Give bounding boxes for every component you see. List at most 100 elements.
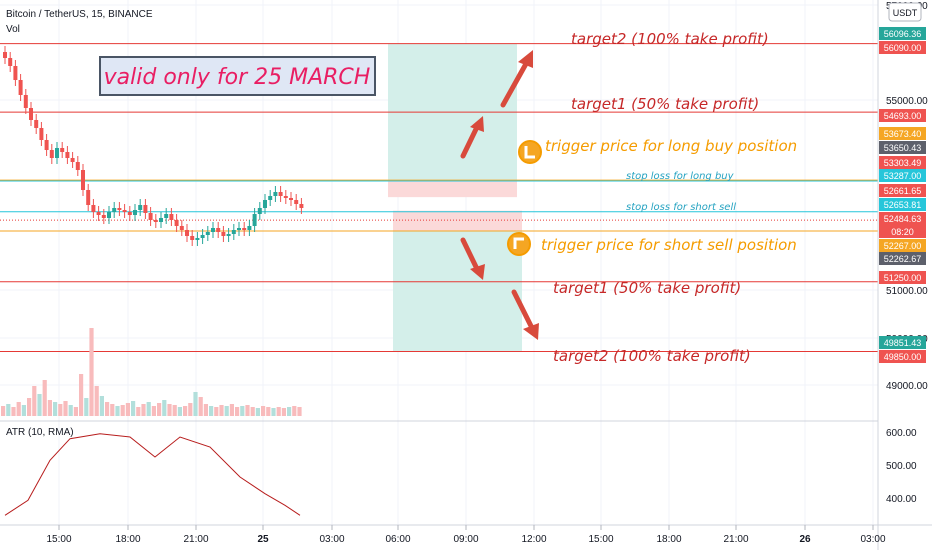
time-label: 15:00	[588, 534, 613, 545]
candle[interactable]	[153, 220, 158, 222]
candle[interactable]	[231, 230, 236, 234]
candle[interactable]	[55, 148, 59, 158]
candle[interactable]	[8, 58, 13, 66]
candle[interactable]	[96, 212, 101, 215]
candle[interactable]	[29, 108, 33, 120]
candle[interactable]	[237, 228, 241, 230]
volume-bar	[141, 404, 146, 416]
currency-button[interactable]: USDT	[888, 2, 922, 22]
candle[interactable]	[133, 210, 137, 215]
candle[interactable]	[91, 205, 96, 212]
candle[interactable]	[257, 208, 262, 214]
atr-tick: 400.00	[886, 494, 917, 505]
volume-label[interactable]: Vol	[6, 24, 20, 35]
candle[interactable]	[273, 192, 278, 196]
volume-bar	[136, 407, 141, 416]
candle[interactable]	[148, 213, 153, 220]
volume-bar	[266, 407, 271, 416]
volume-bar	[287, 407, 292, 416]
candle[interactable]	[221, 232, 226, 236]
candle[interactable]	[278, 192, 283, 196]
candle[interactable]	[263, 200, 267, 208]
candle[interactable]	[49, 150, 54, 158]
long-trigger-badge-icon[interactable]	[518, 140, 542, 164]
price-tag-label: 53303.49	[884, 158, 922, 168]
candle[interactable]	[226, 234, 231, 236]
candle[interactable]	[39, 128, 44, 140]
candle[interactable]	[294, 200, 299, 204]
candle[interactable]	[112, 208, 117, 212]
candle[interactable]	[81, 170, 85, 190]
volume-bar	[58, 404, 63, 416]
symbol-title[interactable]: Bitcoin / TetherUS, 15, BINANCE	[6, 9, 153, 20]
candle[interactable]	[289, 198, 293, 200]
candle[interactable]	[34, 120, 39, 128]
volume-bars	[1, 328, 302, 416]
long-loss-zone[interactable]	[388, 180, 517, 198]
candle[interactable]	[164, 214, 169, 218]
candle[interactable]	[185, 230, 189, 236]
volume-bar	[167, 404, 172, 416]
long-arrows[interactable]	[460, 50, 533, 159]
candle[interactable]	[127, 212, 132, 215]
volume-bar	[6, 404, 11, 416]
candle[interactable]	[159, 218, 163, 222]
candle[interactable]	[122, 210, 127, 212]
volume-bar	[151, 406, 156, 416]
atr-line[interactable]	[4, 433, 301, 516]
candle[interactable]	[169, 214, 174, 220]
time-label: 03:00	[319, 534, 344, 545]
note-box[interactable]: valid only for 25 MARCH	[99, 56, 376, 96]
short-profit-zone[interactable]	[393, 231, 522, 352]
short-arrows[interactable]	[460, 237, 539, 340]
volume-bar	[99, 396, 104, 416]
candle[interactable]	[268, 196, 273, 200]
candle[interactable]	[247, 226, 252, 230]
volume-bar	[162, 400, 167, 416]
candle[interactable]	[101, 215, 106, 218]
candle[interactable]	[252, 214, 257, 226]
price-tag-label: 52661.65	[884, 186, 922, 196]
short-loss-zone[interactable]	[393, 210, 522, 231]
candle[interactable]	[117, 208, 122, 210]
volume-bar	[281, 408, 286, 416]
candle[interactable]	[44, 140, 49, 150]
candle[interactable]	[174, 220, 179, 226]
candle[interactable]	[242, 228, 247, 230]
arrow-up-1-head	[470, 116, 484, 132]
candle[interactable]	[60, 148, 65, 152]
candle[interactable]	[138, 205, 143, 210]
currency-button-label: USDT	[893, 8, 918, 18]
candle[interactable]	[283, 196, 288, 198]
short-trigger-badge-icon[interactable]	[507, 232, 531, 256]
candle[interactable]	[13, 66, 18, 80]
price-tag	[879, 239, 926, 252]
candle[interactable]	[190, 236, 195, 240]
candle[interactable]	[211, 228, 215, 232]
time-label: 18:00	[115, 534, 140, 545]
price-tag	[879, 27, 926, 40]
volume-bar	[245, 405, 250, 416]
candle[interactable]	[18, 80, 23, 95]
candle[interactable]	[65, 152, 70, 158]
candle[interactable]	[195, 238, 200, 240]
candle[interactable]	[216, 228, 221, 232]
candle[interactable]	[75, 162, 80, 170]
candle[interactable]	[205, 232, 210, 235]
candle[interactable]	[200, 235, 205, 238]
volume-bar	[105, 402, 110, 416]
candle[interactable]	[70, 158, 75, 162]
volume-bar	[79, 374, 84, 416]
candle[interactable]	[86, 190, 91, 205]
candle[interactable]	[23, 95, 28, 108]
candle[interactable]	[107, 212, 111, 218]
candle[interactable]	[299, 204, 304, 208]
candle[interactable]	[143, 205, 148, 213]
candle[interactable]	[3, 52, 7, 58]
candle[interactable]	[179, 226, 184, 230]
atr-label[interactable]: ATR (10, RMA)	[6, 427, 74, 438]
volume-bar	[115, 406, 120, 416]
volume-bar	[271, 408, 276, 416]
short-stop-label: stop loss for short sell	[626, 202, 736, 213]
